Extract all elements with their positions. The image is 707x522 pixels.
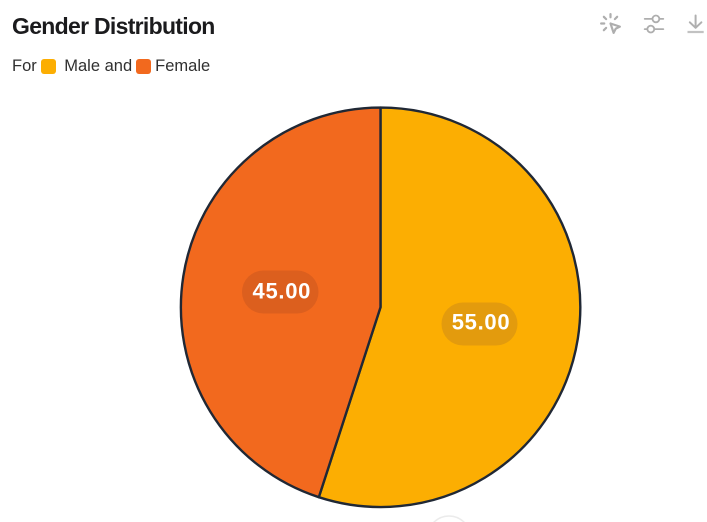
svg-text:55.00: 55.00 [452, 310, 511, 335]
svg-text:45.00: 45.00 [253, 279, 312, 304]
